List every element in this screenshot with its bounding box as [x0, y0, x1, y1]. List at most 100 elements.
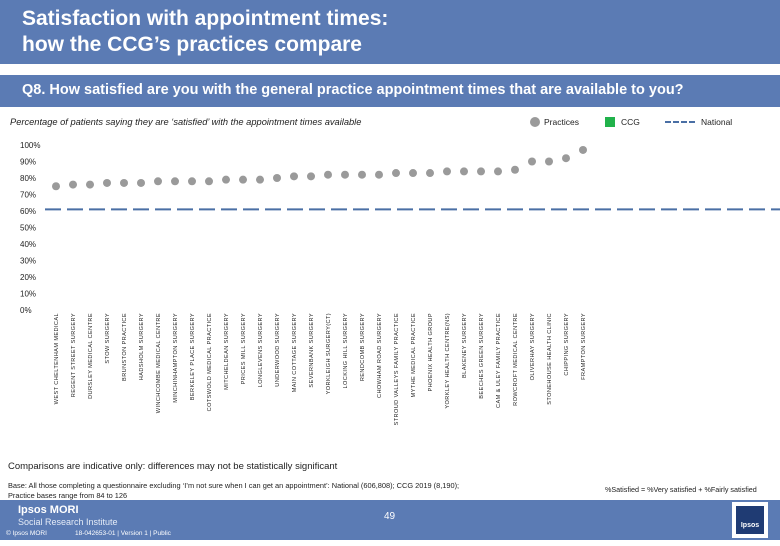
y-tick-label: 100% — [20, 141, 40, 150]
practice-point — [205, 177, 213, 186]
practice-point — [103, 178, 111, 187]
practice-point — [426, 169, 434, 178]
practice-point — [460, 167, 468, 176]
x-tick-label: MINCHINHAMPTON SURGERY — [173, 313, 179, 403]
x-tick-label: YORKLEY HEALTH CENTRE(NS) — [445, 313, 451, 409]
practice-point — [528, 157, 536, 166]
legend-practices-label: Practices — [544, 117, 579, 127]
comparison-note: Comparisons are indicative only: differe… — [8, 461, 338, 472]
practice-point — [52, 182, 60, 191]
title-banner: Satisfaction with appointment times: how… — [0, 0, 780, 64]
practice-marker-icon — [530, 117, 540, 127]
x-tick-label: STOW SURGERY — [105, 313, 111, 364]
practice-point — [494, 167, 502, 176]
national-line-icon — [665, 121, 695, 123]
x-tick-label: BLAKENEY SURGERY — [462, 313, 468, 378]
institute-name: Social Research Institute — [18, 517, 118, 527]
x-tick-label: PRICES MILL SURGERY — [241, 313, 247, 384]
satisfied-definition: %Satisfied = %Very satisfied + %Fairly s… — [605, 485, 757, 494]
x-tick-label: OLIVERHAY SURGERY — [530, 313, 536, 380]
y-tick-label: 10% — [20, 290, 36, 299]
practice-point — [562, 154, 570, 163]
x-tick-label: SEVERNBANK SURGERY — [309, 313, 315, 388]
copyright: © Ipsos MORI — [6, 530, 47, 537]
x-tick-label: CHIPPING SURGERY — [564, 313, 570, 376]
practice-point — [256, 175, 264, 184]
x-tick-label: ROWCROFT MEDICAL CENTRE — [513, 313, 519, 406]
y-tick-label: 60% — [20, 207, 36, 216]
x-tick-label: STROUD VALLEYS FAMILY PRACTICE — [394, 313, 400, 425]
x-tick-label: LONGLEVENS SURGERY — [258, 313, 264, 387]
practice-point — [375, 170, 383, 179]
practice-point — [511, 165, 519, 174]
base-note: Base: All those completing a questionnai… — [8, 481, 460, 500]
x-tick-label: CHOWHAM ROAD SURGERY — [377, 313, 383, 398]
legend-national: National — [665, 117, 732, 127]
chart-subtitle: Percentage of patients saying they are ‘… — [10, 117, 362, 127]
satisfaction-chart: 0% 10% 20% 30% 40% 50% 60% 70% 80% 90% 100% WEST CH… — [20, 141, 780, 425]
legend-ccg: CCG — [605, 117, 640, 127]
x-tick-label: DURSLEY MEDICAL CENTRE — [88, 313, 94, 399]
practice-point — [409, 169, 417, 178]
page-title: Satisfaction with appointment times: how… — [22, 7, 389, 56]
legend-national-label: National — [701, 117, 733, 127]
question-text: Q8. How satisfied are you with the gener… — [22, 82, 684, 98]
question-banner: Q8. How satisfied are you with the gener… — [0, 75, 780, 107]
legend-ccg-label: CCG — [621, 117, 640, 127]
chart-legend: Practices CCG National — [525, 117, 775, 131]
x-tick-label: RENDCOMB SURGERY — [360, 313, 366, 381]
ipsos-badge-icon: Ipsos — [732, 502, 768, 538]
x-tick-label: REGENT STREET SURGERY — [71, 313, 77, 397]
y-tick-label: 20% — [20, 273, 36, 282]
practice-point — [324, 170, 332, 179]
x-tick-label: LOCKING HILL SURGERY — [343, 313, 349, 388]
x-tick-label: MYTHE MEDICAL PRACTICE — [411, 313, 417, 397]
practice-point — [137, 178, 145, 187]
x-tick-label: HADSHOLM SURGERY — [139, 313, 145, 380]
y-tick-label: 50% — [20, 224, 36, 233]
practice-point — [69, 180, 77, 189]
practice-point — [307, 172, 315, 181]
practice-point — [358, 170, 366, 179]
y-tick-label: 80% — [20, 174, 36, 183]
practice-point — [443, 167, 451, 176]
x-tick-label: FRAMPTON SURGERY — [581, 313, 587, 380]
y-tick-label: 30% — [20, 257, 36, 266]
x-tick-label: PHOENIX HEALTH GROUP — [428, 313, 434, 391]
practice-point — [222, 175, 230, 184]
practice-point — [188, 177, 196, 186]
practice-point — [341, 170, 349, 179]
x-tick-label: MITCHELDEAN SURGERY — [224, 313, 230, 390]
practice-point — [120, 178, 128, 187]
project-reference: 18-042653-01 | Version 1 | Public — [75, 530, 171, 537]
practice-point — [239, 175, 247, 184]
badge-text: Ipsos — [736, 506, 764, 534]
x-tick-label: WEST CHELTENHAM MEDICAL — [54, 313, 60, 404]
practice-point — [392, 169, 400, 178]
y-tick-label: 0% — [20, 306, 32, 315]
practice-point — [154, 177, 162, 186]
x-tick-label: UNDERWOOD SURGERY — [275, 313, 281, 387]
practice-point — [545, 157, 553, 166]
y-tick-label: 70% — [20, 191, 36, 200]
page-number: 49 — [384, 511, 396, 522]
x-tick-label: MAIN COTTAGE SURGERY — [292, 313, 298, 392]
practice-point — [579, 145, 587, 154]
x-tick-label: YORKLEIGH SURGERY(CT) — [326, 313, 332, 394]
ipsos-mori-logo: Ipsos MORI — [18, 504, 79, 516]
practice-point — [273, 174, 281, 182]
x-tick-label: STONEHOUSE HEALTH CLINIC — [547, 313, 553, 405]
x-tick-label: WINCHCOMBE MEDICAL CENTRE — [156, 313, 162, 413]
x-tick-label: BEECHES GREEN SURGERY — [479, 313, 485, 399]
practice-point — [477, 167, 485, 176]
practice-point — [171, 177, 179, 186]
x-tick-label: COTSWOLD MEDICAL PRACTICE — [207, 313, 213, 411]
x-tick-label: CAM & ULEY FAMILY PRACTICE — [496, 313, 502, 408]
y-tick-label: 40% — [20, 240, 36, 249]
practice-point — [86, 180, 94, 189]
legend-practices: Practices — [530, 117, 579, 127]
practice-point — [290, 172, 298, 181]
ccg-swatch-icon — [605, 117, 615, 127]
x-tick-label: BERKELEY PLACE SURGERY — [190, 313, 196, 400]
x-tick-label: BRUNSTON PRACTICE — [122, 313, 128, 381]
